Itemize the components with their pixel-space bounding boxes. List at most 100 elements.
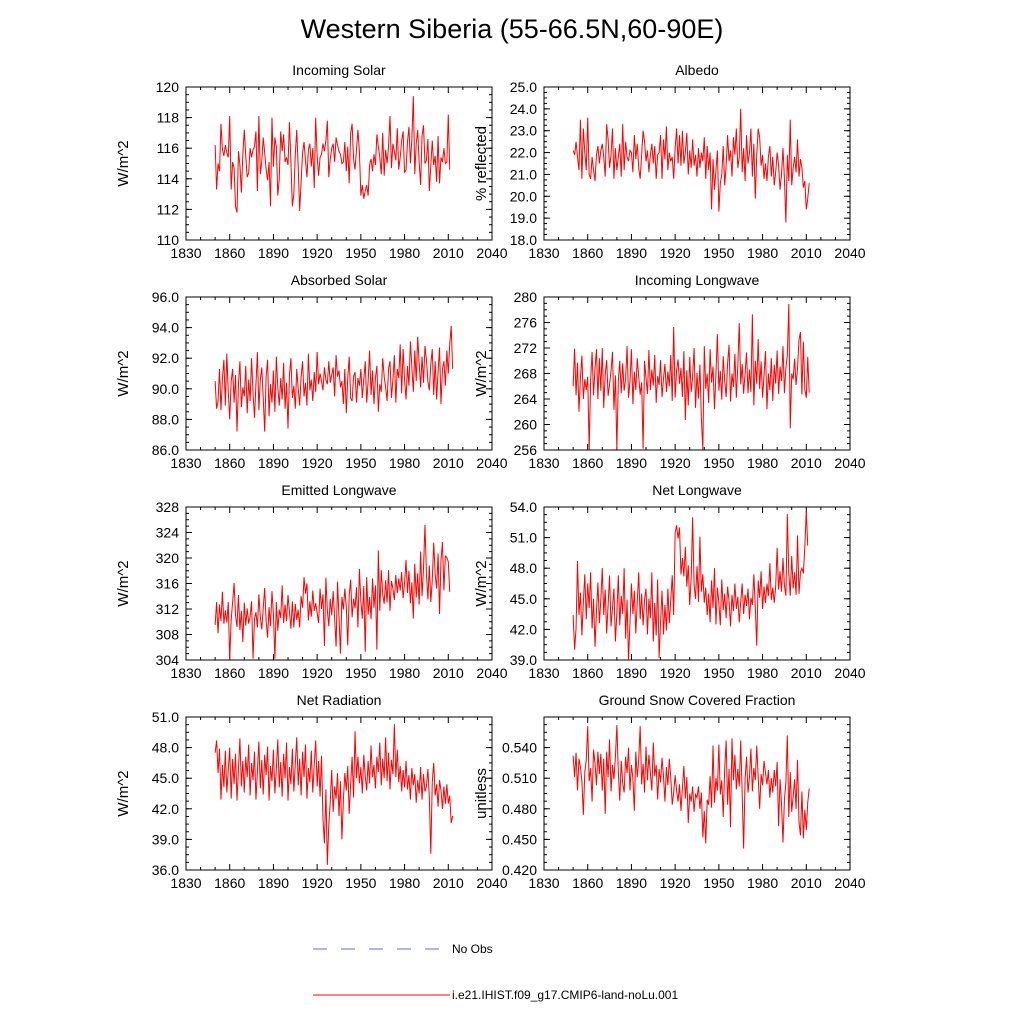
- y-tick-label: 42.0: [152, 801, 179, 817]
- x-tick-label: 1980: [747, 665, 778, 681]
- x-tick-label: 1860: [214, 665, 245, 681]
- y-tick-label: 48.0: [152, 740, 179, 756]
- x-tick-label: 1920: [302, 875, 333, 891]
- y-axis-label: W/m^2: [115, 770, 132, 816]
- x-tick-label: 1980: [747, 875, 778, 891]
- x-tick-label: 1980: [389, 245, 420, 261]
- series-line: [214, 96, 451, 213]
- y-tick-label: 20.0: [510, 188, 537, 204]
- y-axis-label: unitless: [473, 768, 490, 819]
- x-tick-label: 2010: [433, 245, 464, 261]
- y-tick-label: 324: [156, 525, 180, 541]
- x-tick-label: 2040: [834, 875, 865, 891]
- y-tick-label: 51.0: [152, 709, 179, 725]
- x-tick-label: 2010: [433, 665, 464, 681]
- x-tick-label: 1950: [703, 455, 734, 471]
- panel-5: Net Longwave W/m^2 1830 1860 1890 1920 1950 198…: [473, 482, 866, 681]
- x-tick-label: 1890: [616, 875, 647, 891]
- panel-0: Incoming Solar W/m^2 1830 1860 1890 1920 1950 1…: [115, 62, 508, 261]
- panel-title: Net Radiation: [297, 692, 382, 708]
- plot-frame: [185, 86, 493, 241]
- panel-title: Albedo: [675, 62, 719, 78]
- panel-title: Incoming Longwave: [635, 272, 760, 288]
- panel-1: Albedo % reflected 1830 1860 1890 1920 1950 198…: [473, 62, 866, 261]
- y-tick-label: 51.0: [510, 530, 537, 546]
- legend: No Obs i.e21.IHIST.f09_g17.CMIP6-land-no…: [313, 942, 678, 1002]
- x-tick-label: 1890: [616, 455, 647, 471]
- plot-frame: [185, 506, 493, 661]
- y-tick-label: 86.0: [152, 442, 179, 458]
- panels: Incoming Solar W/m^2 1830 1860 1890 1920 1950 1…: [115, 62, 866, 891]
- y-tick-label: 272: [514, 340, 538, 356]
- y-tick-label: 114: [157, 171, 180, 187]
- x-tick-label: 1830: [528, 455, 559, 471]
- x-tick-label: 2010: [791, 455, 822, 471]
- y-tick-label: 18.0: [510, 232, 537, 248]
- y-tick-label: 54.0: [510, 499, 537, 515]
- x-tick-label: 2010: [791, 875, 822, 891]
- y-tick-label: 88.0: [152, 411, 179, 427]
- x-tick-label: 1830: [170, 875, 201, 891]
- y-tick-label: 116: [157, 140, 180, 156]
- y-tick-label: 264: [514, 391, 538, 407]
- x-tick-label: 1830: [528, 245, 559, 261]
- y-axis-label: W/m^2: [115, 560, 132, 606]
- y-tick-label: 25.0: [510, 79, 537, 95]
- x-tick-label: 1830: [170, 245, 201, 261]
- x-tick-label: 1950: [703, 665, 734, 681]
- x-tick-label: 1920: [660, 875, 691, 891]
- x-tick-label: 1950: [703, 875, 734, 891]
- legend-model-label: i.e21.IHIST.f09_g17.CMIP6-land-noLu.001: [452, 988, 678, 1002]
- series-line: [214, 326, 454, 432]
- y-tick-label: 118: [157, 110, 180, 126]
- y-tick-label: 39.0: [152, 831, 179, 847]
- y-tick-label: 96.0: [152, 289, 179, 305]
- x-tick-label: 1950: [345, 455, 376, 471]
- panel-4: Emitted Longwave W/m^2 1830 1860 1890 1920 195…: [115, 482, 508, 681]
- panel-2: Absorbed Solar W/m^2 1830 1860 1890 1920 1950 1…: [115, 272, 508, 471]
- plot-frame: [543, 86, 851, 241]
- x-tick-label: 1950: [703, 245, 734, 261]
- y-tick-label: 39.0: [510, 652, 537, 668]
- y-tick-label: 0.540: [502, 740, 537, 756]
- x-tick-label: 2010: [791, 245, 822, 261]
- x-tick-label: 1830: [170, 665, 201, 681]
- x-tick-label: 1890: [258, 455, 289, 471]
- x-tick-label: 1860: [572, 245, 603, 261]
- main-title: Western Siberia (55-66.5N,60-90E): [300, 14, 724, 44]
- series-line: [572, 511, 809, 661]
- x-tick-label: 2040: [834, 455, 865, 471]
- x-tick-label: 1890: [616, 665, 647, 681]
- x-tick-label: 2010: [791, 665, 822, 681]
- y-tick-label: 308: [156, 627, 180, 643]
- x-tick-label: 2040: [834, 245, 865, 261]
- y-axis-label: W/m^2: [115, 140, 132, 186]
- y-axis-label: W/m^2: [473, 560, 490, 606]
- y-tick-label: 22.0: [510, 145, 537, 161]
- x-tick-label: 1980: [747, 245, 778, 261]
- x-tick-label: 1830: [528, 665, 559, 681]
- y-tick-label: 276: [514, 315, 538, 331]
- y-tick-label: 0.480: [502, 801, 537, 817]
- series-line: [572, 303, 810, 450]
- x-tick-label: 1860: [214, 245, 245, 261]
- panel-3: Incoming Longwave W/m^2 1830 1860 1890 1920 19…: [473, 272, 866, 471]
- x-tick-label: 1980: [747, 455, 778, 471]
- x-tick-label: 1860: [572, 455, 603, 471]
- x-tick-label: 1860: [572, 875, 603, 891]
- x-tick-label: 2040: [476, 245, 507, 261]
- x-tick-label: 2010: [433, 875, 464, 891]
- y-tick-label: 92.0: [152, 350, 179, 366]
- series-line: [572, 108, 810, 223]
- x-tick-label: 1980: [389, 875, 420, 891]
- x-tick-label: 1920: [660, 665, 691, 681]
- y-tick-label: 256: [514, 442, 538, 458]
- y-tick-label: 94.0: [152, 320, 179, 336]
- x-tick-label: 2010: [433, 455, 464, 471]
- series-line: [214, 524, 451, 661]
- x-tick-label: 1950: [345, 665, 376, 681]
- x-tick-label: 2040: [476, 455, 507, 471]
- series-line: [214, 724, 454, 865]
- y-tick-label: 268: [514, 366, 538, 382]
